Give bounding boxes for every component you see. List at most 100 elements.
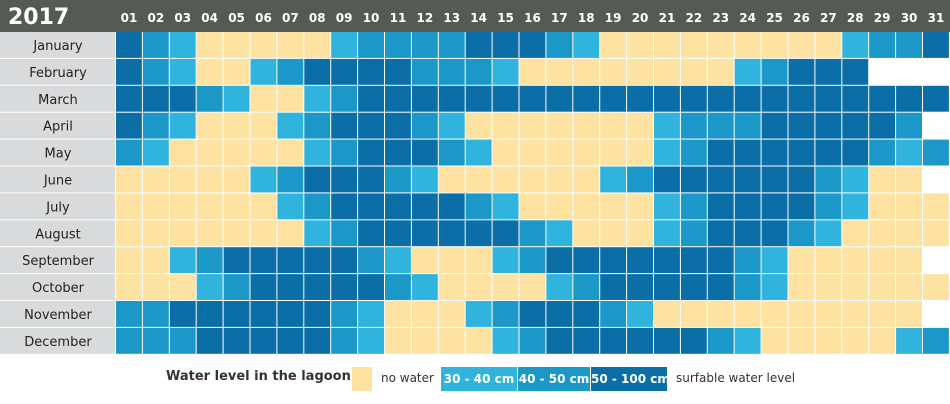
heatmap-cell (869, 301, 896, 327)
heatmap-cell (519, 193, 546, 220)
heatmap-cell (573, 112, 600, 139)
day-tick-label: 11 (390, 11, 407, 25)
month-label-cell (0, 327, 115, 354)
heatmap-cell (680, 166, 707, 193)
month-label-cell (0, 85, 115, 112)
heatmap-cell (142, 139, 169, 166)
month-tick-label: January (32, 39, 83, 54)
heatmap-cell (627, 32, 653, 58)
heatmap-cell (734, 85, 761, 112)
day-header-cell (196, 0, 223, 31)
heatmap-cell (250, 220, 277, 247)
heatmap-cell (411, 327, 438, 354)
heatmap-cell (411, 112, 438, 139)
heatmap-cell (815, 247, 842, 274)
heatmap-cell (896, 112, 922, 139)
day-header-cell (627, 0, 653, 31)
heatmap-cell (600, 327, 627, 354)
heatmap-cell (465, 166, 492, 193)
heatmap-cell (654, 112, 680, 139)
month-label-column: January February March April May June July Augu… (0, 32, 115, 354)
day-header-cell (223, 0, 250, 31)
heatmap-cell (546, 166, 573, 193)
heatmap-cell (546, 193, 573, 220)
day-header-cell (331, 0, 358, 31)
heatmap-cell (627, 58, 653, 85)
heatmap-cell (169, 274, 196, 300)
heatmap-cell (815, 274, 842, 300)
heatmap-cell (707, 193, 734, 220)
heatmap-cell (438, 85, 465, 112)
heatmap-cell (250, 301, 277, 327)
month-label-cell (0, 220, 115, 247)
day-header-cell (842, 0, 869, 31)
heatmap-cell (842, 166, 869, 193)
heatmap-cell (519, 58, 546, 85)
heatmap-cell (654, 32, 680, 58)
heatmap-cell (923, 193, 949, 220)
heatmap-cell (761, 193, 788, 220)
heatmap-cell (815, 139, 842, 166)
heatmap-cell (519, 32, 546, 58)
heatmap-cell (546, 58, 573, 85)
day-header-cell (815, 0, 842, 31)
heatmap-cell (411, 166, 438, 193)
heatmap-cell (680, 327, 707, 354)
heatmap-cell (304, 274, 331, 300)
legend-label-40-50: 40 - 50 cm (518, 372, 590, 386)
heatmap-cell (680, 247, 707, 274)
day-header-cell (142, 0, 169, 31)
day-tick-label: 28 (847, 11, 864, 25)
heatmap-cell (680, 301, 707, 327)
heatmap-cell (627, 112, 653, 139)
heatmap-cell (465, 247, 492, 274)
heatmap-cell (573, 327, 600, 354)
heatmap-cell (411, 58, 438, 85)
legend: Water level in the lagoon: no water 30 -… (0, 367, 950, 391)
heatmap-cell (358, 327, 384, 354)
heatmap-cell (142, 247, 169, 274)
heatmap-cell (358, 220, 384, 247)
heatmap-cell (277, 58, 304, 85)
day-header-cell (788, 0, 815, 31)
heatmap-cell (492, 193, 519, 220)
heatmap-cell (788, 112, 815, 139)
heatmap-cell (492, 166, 519, 193)
heatmap-cell (707, 301, 734, 327)
heatmap-cell (304, 301, 331, 327)
heatmap-cell (116, 193, 142, 220)
heatmap-cell (492, 139, 519, 166)
heatmap-cell (600, 112, 627, 139)
heatmap-cell (465, 32, 492, 58)
heatmap-cell (600, 220, 627, 247)
day-tick-label: 08 (309, 11, 326, 25)
heatmap-cell (169, 327, 196, 354)
heatmap-cell (627, 139, 653, 166)
heatmap-cell (761, 327, 788, 354)
heatmap-cell (304, 85, 331, 112)
day-tick-label: 29 (874, 11, 891, 25)
legend-box-30-40 (441, 367, 517, 391)
heatmap-cell (707, 112, 734, 139)
heatmap-cell (573, 32, 600, 58)
heatmap-cell (573, 301, 600, 327)
heatmap-cell (250, 274, 277, 300)
heatmap-cell (896, 32, 922, 58)
heatmap-cell (169, 247, 196, 274)
heatmap-cell (654, 274, 680, 300)
heatmap-cell (869, 327, 896, 354)
heatmap-cell (600, 193, 627, 220)
heatmap-cell (654, 247, 680, 274)
month-label-cell (0, 274, 115, 300)
heatmap-cell (734, 193, 761, 220)
day-tick-label: 07 (282, 11, 299, 25)
heatmap-cell (250, 32, 277, 58)
heatmap-cell (707, 247, 734, 274)
heatmap-cell (169, 58, 196, 85)
heatmap-cell (304, 327, 331, 354)
heatmap-cell (196, 112, 223, 139)
heatmap-cell (277, 193, 304, 220)
day-header-cell (438, 0, 465, 31)
heatmap-cell (815, 301, 842, 327)
heatmap-cell (142, 85, 169, 112)
